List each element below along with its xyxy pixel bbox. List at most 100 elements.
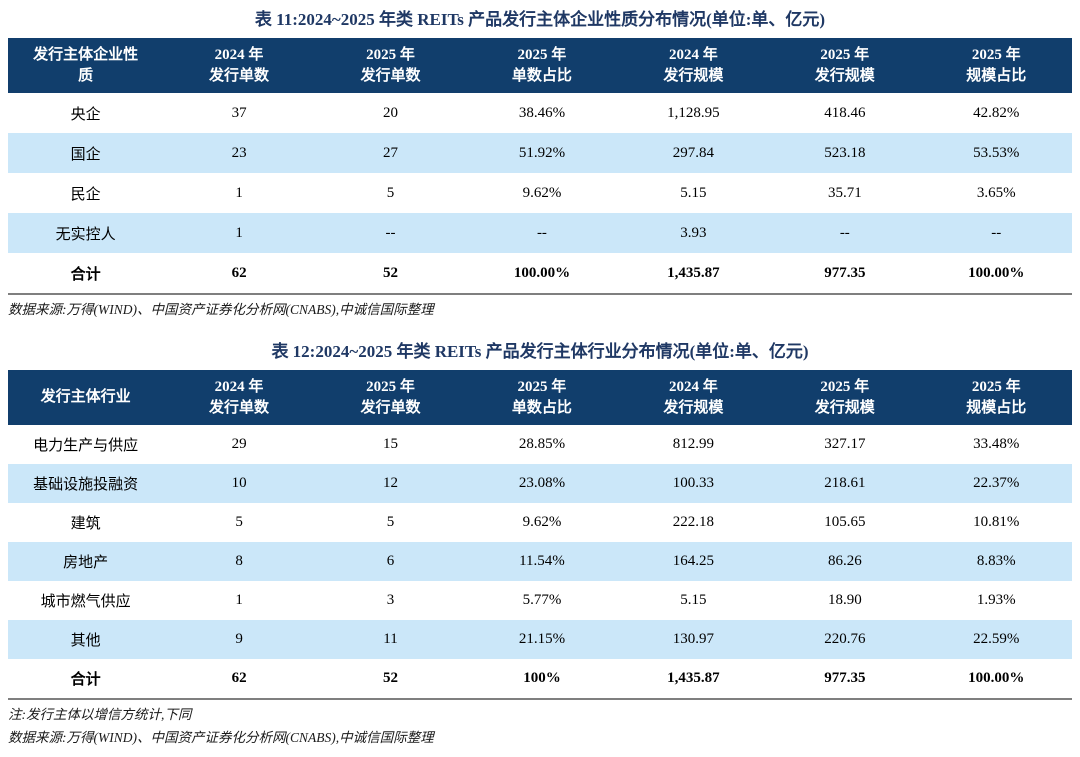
cell-value: 100.00% [513, 264, 571, 281]
header-label: 发行单数 [209, 399, 270, 416]
cell-value: 10.81% [973, 514, 1020, 530]
header-label: 2024 年 [214, 378, 264, 395]
table-row: 无实控人 1 -- -- 3.93 -- -- [8, 213, 1072, 253]
cell-value: 51.92% [518, 144, 566, 161]
cell-value: 9 [235, 631, 243, 647]
table-row: 民企 1 5 9.62% 5.15 35.71 3.65% [8, 173, 1072, 213]
header-label: 2025 年 [366, 378, 415, 395]
cell-value: 977.35 [824, 670, 866, 686]
cell-label: 基础设施投融资 [33, 477, 139, 493]
cell-label: 无实控人 [55, 226, 116, 243]
cell-value: 52 [383, 264, 398, 281]
table11-title: 表 11:2024~2025 年类 REITs 产品发行主体企业性质分布情况(单… [254, 10, 826, 29]
table11-header-row: 发行主体企业性质 2024 年发行单数 2025 年发行单数 2025 年单数占… [8, 38, 1072, 93]
cell-value: 35.71 [827, 184, 862, 201]
cell-value: 222.18 [672, 514, 714, 530]
header-label: 2024 年 [214, 46, 264, 63]
table12: 发行主体行业 2024 年发行单数 2025 年发行单数 2025 年单数占比 … [8, 370, 1072, 700]
cell-value: 38.46% [518, 104, 566, 121]
table12-header-row: 发行主体行业 2024 年发行单数 2025 年发行单数 2025 年单数占比 … [8, 370, 1072, 425]
cell-value: 11.54% [519, 553, 565, 569]
cell-value: 18.90 [827, 592, 862, 608]
header-label: 发行单数 [209, 67, 270, 84]
table-row: 央企 37 20 38.46% 1,128.95 418.46 42.82% [8, 93, 1072, 133]
header-label: 规模占比 [966, 399, 1027, 416]
cell-value: 100.00% [968, 670, 1025, 686]
cell-value: 523.18 [824, 144, 866, 161]
t11-header-2025-scale: 2025 年发行规模 [769, 38, 921, 93]
cell-label: 合计 [70, 672, 101, 688]
cell-value: 1 [235, 224, 243, 241]
cell-value: 130.97 [672, 631, 714, 647]
t12-header-2025-count-share: 2025 年单数占比 [466, 370, 618, 425]
table-row: 国企 23 27 51.92% 297.84 523.18 53.53% [8, 133, 1072, 173]
cell-value: 53.53% [973, 144, 1020, 161]
cell-value: 5 [386, 184, 395, 201]
t11-header-entity-type: 发行主体企业性质 [8, 38, 164, 93]
table-row: 城市燃气供应 1 3 5.77% 5.15 18.90 1.93% [8, 581, 1072, 620]
header-label: 2025 年 [971, 46, 1021, 63]
table-total-row: 合计 62 52 100.00% 1,435.87 977.35 100.00% [8, 253, 1072, 294]
header-label: 发行规模 [814, 67, 875, 84]
cell-value: 1,435.87 [667, 264, 720, 281]
cell-value: 28.85% [518, 436, 566, 452]
cell-label: 民企 [70, 186, 101, 203]
cell-value: 6 [386, 553, 395, 569]
cell-value: -- [536, 224, 547, 241]
cell-value: 218.61 [824, 475, 866, 491]
cell-value: 3.65% [976, 184, 1016, 201]
t12-header-2025-scale: 2025 年发行规模 [769, 370, 921, 425]
cell-label: 国企 [70, 146, 101, 163]
cell-label: 合计 [70, 266, 101, 283]
cell-value: 1,128.95 [667, 104, 720, 121]
cell-value: 297.84 [672, 144, 714, 161]
cell-value: -- [991, 224, 1002, 241]
cell-value: 100% [523, 670, 561, 686]
table11: 发行主体企业性质 2024 年发行单数 2025 年发行单数 2025 年单数占… [8, 38, 1072, 295]
t11-header-2025-scale-share: 2025 年规模占比 [920, 38, 1072, 93]
cell-value: 1 [235, 592, 243, 608]
cell-value: 23.08% [518, 475, 566, 491]
cell-value: 42.82% [973, 104, 1020, 121]
cell-label: 城市燃气供应 [40, 594, 131, 610]
header-label: 发行主体企业性质 [33, 46, 139, 84]
header-label: 2025 年 [366, 46, 415, 63]
cell-value: 27 [383, 144, 398, 161]
cell-value: 220.76 [824, 631, 866, 647]
cell-value: 5.15 [680, 592, 707, 608]
header-label: 2025 年 [971, 378, 1021, 395]
header-label: 发行单数 [360, 399, 421, 416]
cell-value: -- [385, 224, 396, 241]
table11-header: 发行主体企业性质 2024 年发行单数 2025 年发行单数 2025 年单数占… [8, 38, 1072, 93]
table-row: 房地产 8 6 11.54% 164.25 86.26 8.83% [8, 542, 1072, 581]
table-total-row: 合计 62 52 100% 1,435.87 977.35 100.00% [8, 659, 1072, 699]
cell-value: 100.33 [672, 475, 714, 491]
header-label: 单数占比 [511, 399, 572, 416]
cell-value: 62 [231, 670, 247, 686]
cell-value: 21.15% [518, 631, 566, 647]
cell-value: 105.65 [824, 514, 866, 530]
cell-label: 建筑 [70, 516, 101, 532]
t12-header-industry: 发行主体行业 [8, 370, 164, 425]
cell-value: 22.37% [973, 475, 1020, 491]
cell-value: 3.93 [680, 224, 707, 241]
cell-value: 8.83% [976, 553, 1016, 569]
table-row: 基础设施投融资 10 12 23.08% 100.33 218.61 22.37… [8, 464, 1072, 503]
header-label: 2025 年 [820, 46, 870, 63]
cell-value: 1,435.87 [667, 670, 720, 686]
header-label: 2024 年 [668, 46, 718, 63]
table12-footnote: 注:发行主体以增信方统计,下同 [8, 707, 192, 722]
cell-value: 3 [386, 592, 395, 608]
cell-value: 12 [383, 475, 398, 491]
table11-source-note: 数据来源:万得(WIND)、中国资产证券化分析网(CNABS),中诚信国际整理 [8, 302, 434, 317]
t12-header-2024-count: 2024 年发行单数 [163, 370, 315, 425]
cell-value: 5.15 [680, 184, 707, 201]
cell-value: 977.35 [824, 264, 866, 281]
cell-value: 5 [386, 514, 395, 530]
cell-value: 29 [231, 436, 247, 452]
cell-value: 812.99 [672, 436, 714, 452]
cell-value: 20 [383, 104, 398, 121]
t11-header-2025-count-share: 2025 年单数占比 [466, 38, 618, 93]
t12-header-2025-scale-share: 2025 年规模占比 [920, 370, 1072, 425]
